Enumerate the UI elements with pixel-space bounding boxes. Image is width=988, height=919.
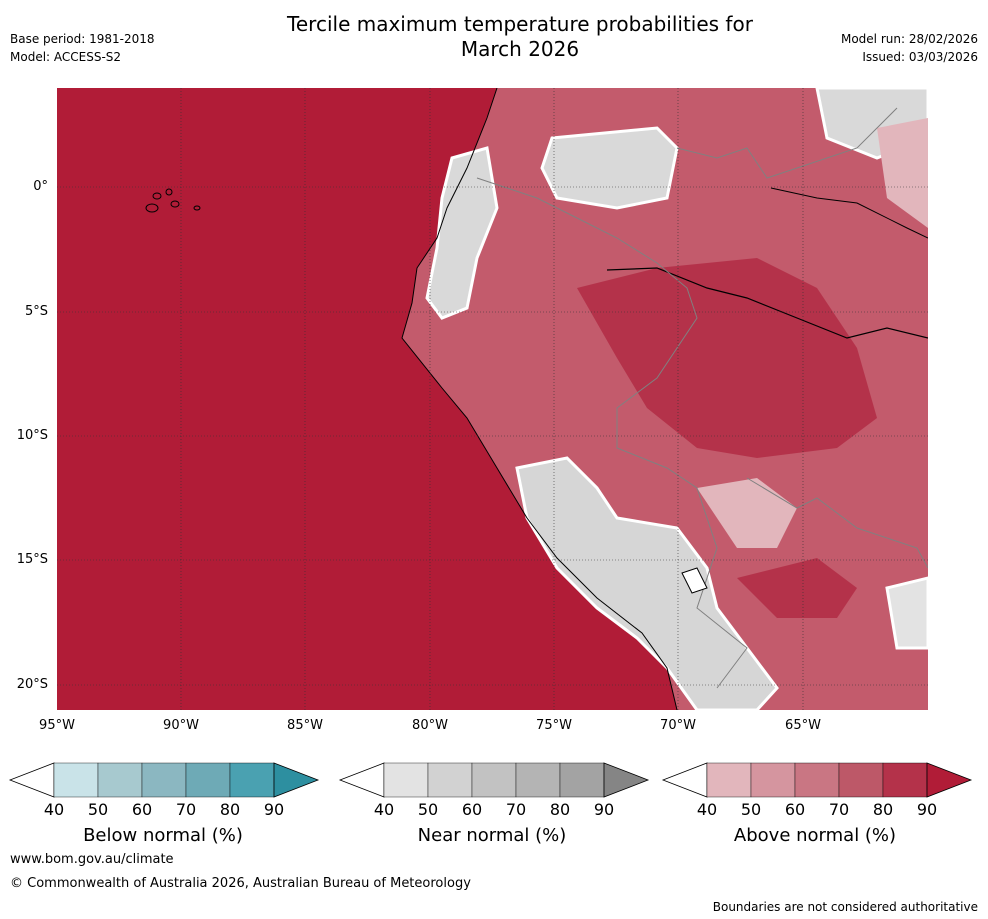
colorbar-segment bbox=[471, 762, 517, 798]
colorbar-segment bbox=[97, 762, 143, 798]
colorbar-tick-label: 40 bbox=[373, 800, 395, 819]
colorbar-below-normal bbox=[8, 762, 320, 798]
country-border-2 bbox=[676, 107, 898, 179]
colorbar-segment bbox=[838, 762, 884, 798]
colorbar-max-extension bbox=[603, 762, 650, 798]
copyright-notice: © Commonwealth of Australia 2026, Austra… bbox=[10, 876, 471, 891]
boundaries-disclaimer: Boundaries are not considered authoritat… bbox=[712, 900, 978, 914]
colorbar-tick-label: 50 bbox=[417, 800, 439, 819]
title-line-1: Tercile maximum temperature probabilitie… bbox=[287, 12, 753, 36]
below-normal-label: Below normal (%) bbox=[83, 825, 243, 846]
title-line-2: March 2026 bbox=[460, 37, 580, 61]
colorbar-above-normal bbox=[661, 762, 973, 798]
colorbar-segment bbox=[427, 762, 473, 798]
lat-label-10s: 10°S bbox=[16, 428, 48, 443]
colorbar-segment bbox=[882, 762, 928, 798]
lon-label-75w: 75°W bbox=[536, 718, 572, 733]
colorbar-segment bbox=[141, 762, 187, 798]
base-period: Base period: 1981-2018 bbox=[10, 32, 155, 46]
near-normal-coast bbox=[425, 146, 499, 320]
near-normal-south bbox=[515, 456, 779, 710]
colorbar-min-extension bbox=[8, 762, 55, 798]
colorbar-segment bbox=[185, 762, 231, 798]
galapagos-islands bbox=[145, 188, 201, 213]
lon-label-85w: 85°W bbox=[287, 718, 323, 733]
colorbar-tick-label: 50 bbox=[740, 800, 762, 819]
meta-left: Base period: 1981-2018 Model: ACCESS-S2 bbox=[10, 30, 155, 66]
colorbar-min-extension bbox=[338, 762, 385, 798]
colorbar-segment bbox=[706, 762, 752, 798]
grid bbox=[57, 88, 928, 710]
lat-label-20s: 20°S bbox=[16, 677, 48, 692]
near-normal-label: Near normal (%) bbox=[417, 825, 567, 846]
colorbar-max-extension bbox=[273, 762, 320, 798]
lon-label-95w: 95°W bbox=[39, 718, 75, 733]
near-normal-east bbox=[885, 576, 928, 650]
lat-label-0: 0° bbox=[33, 179, 48, 194]
coastline bbox=[401, 88, 678, 710]
river-2 bbox=[770, 187, 928, 239]
colorbar-tick-label: 70 bbox=[828, 800, 850, 819]
lon-label-80w: 80°W bbox=[412, 718, 448, 733]
above-normal-label: Above normal (%) bbox=[733, 825, 897, 846]
model-run: Model run: 28/02/2026 bbox=[840, 32, 978, 46]
colorbar-tick-label: 80 bbox=[219, 800, 241, 819]
river bbox=[606, 267, 928, 339]
probability-map bbox=[57, 88, 928, 710]
colorbar-tick-label: 80 bbox=[549, 800, 571, 819]
issued-date: Issued: 03/03/2026 bbox=[862, 50, 978, 64]
lat-label-5s: 5°S bbox=[24, 304, 48, 319]
colorbar-segment bbox=[383, 762, 429, 798]
above-normal-low bbox=[697, 478, 797, 548]
lon-label-90w: 90°W bbox=[163, 718, 199, 733]
above-normal-high-2 bbox=[737, 558, 857, 618]
colorbar-tick-label: 90 bbox=[593, 800, 615, 819]
colorbar-tick-label: 70 bbox=[505, 800, 527, 819]
colorbar-tick-label: 90 bbox=[916, 800, 938, 819]
colorbar-segment bbox=[53, 762, 99, 798]
colorbars bbox=[8, 762, 973, 798]
meta-right: Model run: 28/02/2026 Issued: 03/03/2026 bbox=[841, 30, 978, 66]
country-border-3 bbox=[746, 477, 928, 569]
colorbar-tick-label: 60 bbox=[131, 800, 153, 819]
colorbar-segment bbox=[794, 762, 840, 798]
lon-label-70w: 70°W bbox=[660, 718, 696, 733]
lon-label-65w: 65°W bbox=[785, 718, 821, 733]
above-normal-low-2 bbox=[877, 118, 928, 228]
colorbar-tick-label: 60 bbox=[784, 800, 806, 819]
colorbar-tick-label: 90 bbox=[263, 800, 285, 819]
colorbar-min-extension bbox=[661, 762, 708, 798]
colorbar-segment bbox=[559, 762, 605, 798]
colorbar-tick-label: 80 bbox=[872, 800, 894, 819]
lake-titicaca bbox=[681, 567, 708, 594]
colorbar-tick-label: 70 bbox=[175, 800, 197, 819]
colorbar-segment bbox=[515, 762, 561, 798]
website-link[interactable]: www.bom.gov.au/climate bbox=[10, 852, 174, 867]
colorbar-tick-label: 50 bbox=[87, 800, 109, 819]
colorbar-near-normal bbox=[338, 762, 650, 798]
colorbar-segment bbox=[229, 762, 275, 798]
near-normal-north bbox=[540, 126, 679, 210]
colorbar-segment bbox=[750, 762, 796, 798]
lat-label-15s: 15°S bbox=[16, 552, 48, 567]
colorbar-max-extension bbox=[926, 762, 973, 798]
chart-title: Tercile maximum temperature probabilitie… bbox=[200, 12, 840, 62]
model-name: Model: ACCESS-S2 bbox=[10, 50, 122, 64]
country-border bbox=[476, 177, 748, 689]
colorbar-tick-label: 40 bbox=[43, 800, 65, 819]
above-normal-high bbox=[577, 258, 877, 458]
colorbar-tick-label: 40 bbox=[696, 800, 718, 819]
colorbar-tick-label: 60 bbox=[461, 800, 483, 819]
